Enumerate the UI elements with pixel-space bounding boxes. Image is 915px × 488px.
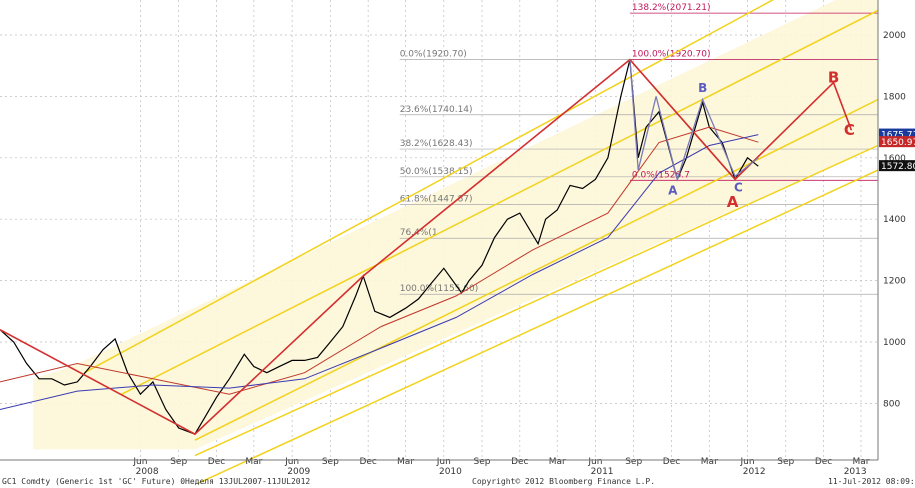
price-line (0, 59, 759, 435)
channel-line (84, 0, 775, 374)
x-tick-label: Jun (739, 457, 754, 467)
x-tick-label: Sep (777, 457, 794, 467)
fib-level-label: 61.8%(1447.87) (400, 195, 473, 205)
x-tick-label: Mar (397, 457, 414, 467)
x-year-label: 2011 (591, 467, 614, 477)
x-year-label: 2008 (136, 467, 159, 477)
channel-line (194, 98, 879, 441)
moving-average-long-line (0, 134, 759, 410)
price-tag-label: 1650.97 (881, 138, 915, 148)
y-tick-label: 1400 (883, 215, 906, 225)
x-tick-label: Sep (322, 457, 339, 467)
y-tick-label: 2000 (883, 31, 906, 41)
wave-patterns (0, 58, 853, 436)
x-tick-label: Sep (474, 457, 491, 467)
fibonacci-levels: 0.0%(1920.70) 23.6%(1740.14) 38.2%(1628.43… (399, 3, 878, 295)
channel-line (121, 9, 879, 395)
wave-label: C (734, 181, 743, 195)
x-tick-label: Jun (587, 457, 602, 467)
wave-label: A (727, 193, 739, 211)
channel-line (194, 144, 879, 457)
price-tag-label: 1572.80 (881, 162, 915, 172)
footer-left: GC1 Comdty (Generic 1st 'GC' Future) 0Не… (2, 477, 310, 486)
footer-right: 11-Jul-2012 08:09:39 (828, 477, 915, 486)
channel-line (197, 169, 879, 484)
y-tick-label: 1000 (883, 338, 906, 348)
x-tick-label: Mar (701, 457, 718, 467)
y-tick-label: 1200 (883, 277, 906, 287)
harmonic-pattern-line (629, 59, 759, 182)
x-tick-label: Sep (625, 457, 642, 467)
price-tag-box (879, 136, 915, 148)
price-channel (84, 0, 879, 484)
fib-level-label: 23.6%(1740.14) (400, 105, 473, 115)
fib-level-label: 50.0%(1538.15) (400, 167, 473, 177)
x-tick-label: Sep (170, 457, 187, 467)
wave-label: B (698, 81, 707, 95)
axes: 800 1000 1200 1400 1600 1800 2000 Jun Sep Dec Mar J… (0, 0, 906, 477)
price-tag-box (879, 160, 915, 172)
x-year-label: 2010 (439, 467, 462, 477)
x-tick-label: Mar (852, 457, 869, 467)
x-year-label: 2009 (287, 467, 310, 477)
x-tick-label: Dec (359, 457, 376, 467)
x-tick-label: Jun (132, 457, 147, 467)
fib-level-label: 100.0%(1155.60) (400, 284, 479, 294)
y-tick-label: 800 (883, 399, 900, 409)
y-tick-label: 1600 (883, 154, 906, 164)
fib-level-label: 0.0%(1920.70) (400, 49, 467, 59)
x-year-label: 2012 (743, 467, 766, 477)
fib-extension-label: 0.0%(1526.7 (632, 170, 690, 180)
fib-level-label: 76.4%(1 (400, 228, 438, 238)
x-tick-label: Jun (284, 457, 299, 467)
x-tick-label: Mar (549, 457, 566, 467)
x-tick-label: Dec (815, 457, 832, 467)
fib-level-label: 38.2%(1628.43) (400, 139, 473, 149)
zigzag-return-line (629, 59, 736, 180)
fib-extension-label: 138.2%(2071.21) (632, 3, 711, 13)
x-year-label: 2013 (844, 467, 867, 477)
y-tick-label: 1800 (883, 92, 906, 102)
price-tag-label: 1675.71 (881, 131, 915, 141)
x-tick-label: Dec (511, 457, 528, 467)
x-tick-label: Jun (436, 457, 451, 467)
wave-label: B (828, 69, 839, 87)
x-tick-label: Dec (208, 457, 225, 467)
price-tag-box (879, 128, 915, 140)
wave-label: C (844, 121, 855, 139)
x-tick-label: Mar (245, 457, 262, 467)
footer-center: Copyright© 2012 Bloomberg Finance L.P. (472, 477, 655, 486)
wave-label: A (668, 184, 678, 198)
x-tick-label: Dec (663, 457, 680, 467)
